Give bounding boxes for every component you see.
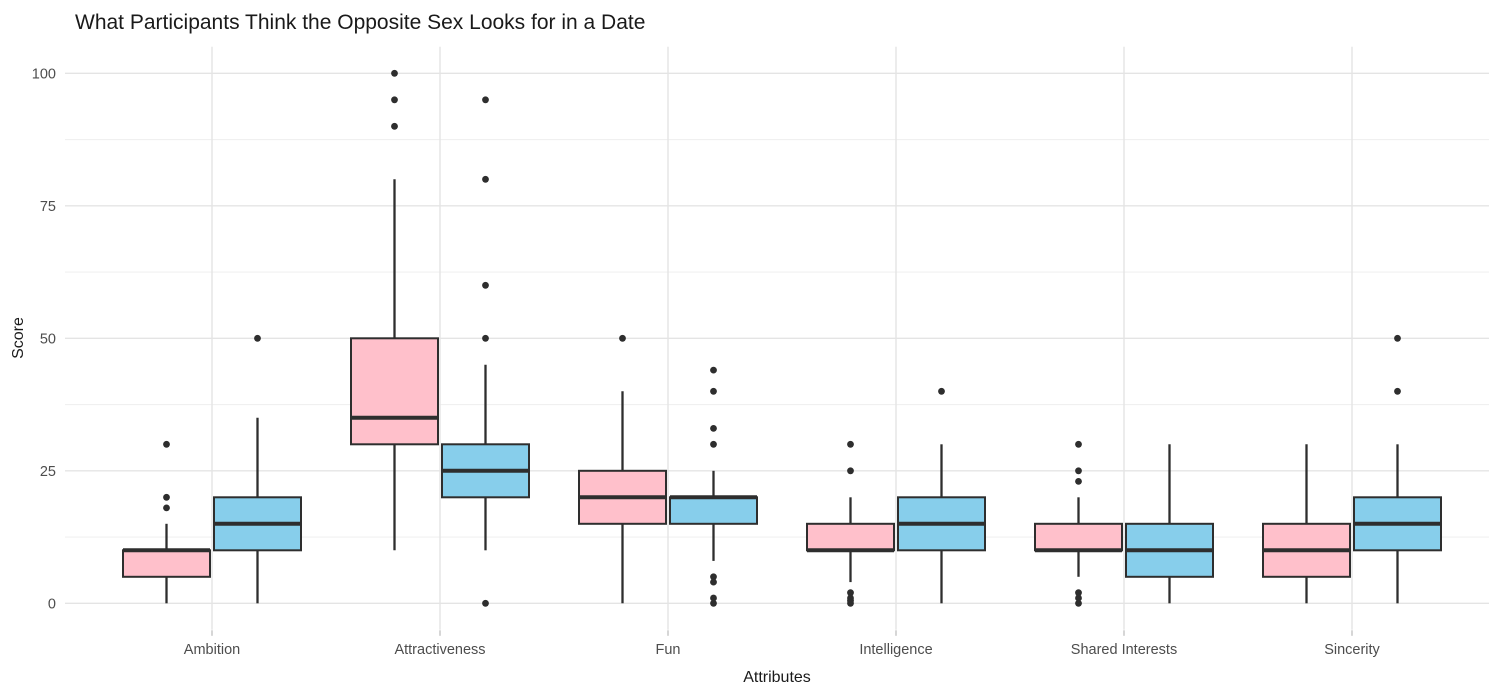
chart-title: What Participants Think the Opposite Sex…: [75, 11, 645, 34]
y-tick-label-100: 100: [32, 66, 56, 82]
x-tick-label-attractiveness: Attractiveness: [394, 642, 485, 658]
outlier-intelligence-pink-2: [847, 594, 854, 602]
outlier-fun-pink-0: [619, 334, 626, 342]
outlier-fun-blue-1: [710, 594, 717, 602]
x-tick-label-sincerity: Sincerity: [1324, 642, 1380, 658]
outlier-sincerity-blue-1: [1394, 334, 1401, 342]
box-fun-blue: [669, 496, 758, 525]
outlier-attractiveness-blue-2: [482, 281, 489, 289]
outlier-fun-blue-7: [710, 366, 717, 374]
outlier-intelligence-pink-5: [847, 440, 854, 448]
gridline-layer: [65, 46, 1489, 630]
x-tick-label-ambition: Ambition: [184, 642, 240, 658]
outlier-ambition-pink-2: [163, 440, 170, 448]
outlier-fun-blue-5: [710, 425, 717, 432]
outlier-intelligence-pink-3: [847, 589, 854, 597]
outlier-shared-interests-pink-3: [1075, 478, 1082, 485]
outlier-ambition-blue-0: [254, 334, 261, 342]
box-intelligence-pink: [806, 522, 895, 552]
outlier-ambition-pink-1: [163, 493, 170, 501]
x-axis-title: Attributes: [743, 669, 811, 686]
box-ambition-pink: [122, 549, 211, 578]
outlier-fun-blue-4: [710, 440, 717, 448]
outlier-shared-interests-pink-2: [1075, 589, 1082, 597]
outlier-intelligence-pink-4: [847, 467, 854, 475]
outlier-attractiveness-pink-1: [391, 96, 398, 104]
box-shared-interests-pink: [1034, 522, 1123, 552]
outlier-attractiveness-blue-3: [482, 175, 489, 183]
outlier-fun-blue-0: [710, 599, 717, 607]
outlier-shared-interests-pink-4: [1075, 467, 1082, 475]
outlier-sincerity-blue-0: [1394, 387, 1401, 395]
axis-layer: 0 25 50 75 100 Ambition Attractiveness Fun Intel…: [32, 66, 1381, 658]
outlier-fun-blue-2: [710, 578, 717, 586]
y-axis-title: Score: [10, 317, 27, 359]
outlier-intelligence-blue-0: [938, 387, 945, 395]
y-tick-label-75: 75: [40, 199, 56, 215]
box-attractiveness-pink: [350, 337, 439, 446]
outlier-fun-blue-6: [710, 387, 717, 395]
y-tick-label-50: 50: [40, 331, 56, 347]
outlier-shared-interests-pink-5: [1075, 440, 1082, 448]
outlier-attractiveness-pink-2: [391, 69, 398, 77]
outlier-attractiveness-pink-0: [391, 122, 398, 130]
y-tick-label-0: 0: [48, 596, 56, 612]
boxplot-layer: [122, 69, 1442, 607]
outlier-attractiveness-blue-4: [482, 96, 489, 104]
outlier-shared-interests-pink-1: [1075, 594, 1082, 602]
x-tick-label-shared-interests: Shared Interests: [1071, 642, 1177, 658]
outlier-ambition-pink-0: [163, 504, 170, 512]
outlier-fun-blue-3: [710, 573, 717, 581]
x-tick-label-intelligence: Intelligence: [859, 642, 932, 658]
y-tick-label-25: 25: [40, 464, 56, 480]
outlier-attractiveness-blue-0: [482, 599, 489, 607]
x-tick-label-fun: Fun: [656, 642, 681, 658]
outlier-attractiveness-blue-1: [482, 334, 489, 342]
outlier-shared-interests-pink-0: [1075, 599, 1082, 607]
